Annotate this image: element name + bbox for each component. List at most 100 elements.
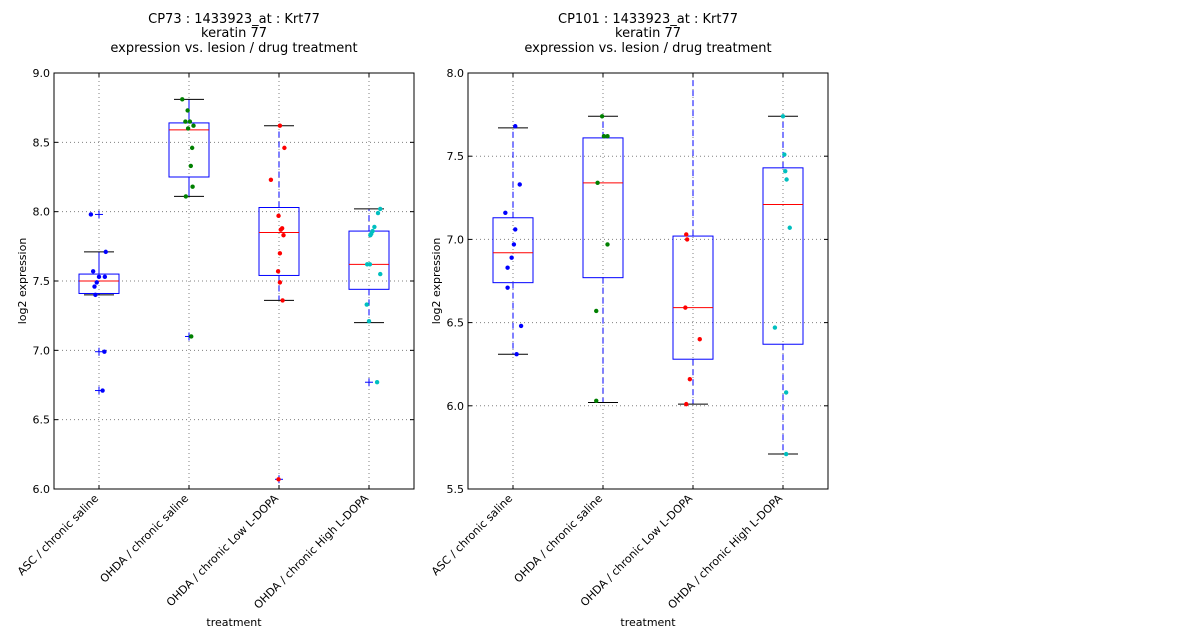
data-point bbox=[503, 210, 508, 215]
data-point bbox=[366, 319, 372, 324]
chart-cp101: CP101 : 1433923_at : Krt77 keratin 77 ex… bbox=[429, 12, 829, 629]
box-iqr bbox=[582, 137, 624, 279]
data-point bbox=[277, 251, 283, 256]
data-point bbox=[684, 232, 689, 237]
x-category-label: ASC / chronic saline bbox=[429, 492, 515, 578]
y-axis: 6.0 6.5 7.0 7.5 8.0 8.5 9.0 bbox=[33, 67, 414, 496]
data-point bbox=[281, 233, 286, 238]
data-point bbox=[275, 269, 281, 274]
data-point bbox=[183, 119, 188, 124]
x-category-label: ASC / chronic saline bbox=[15, 492, 101, 578]
y-tick-label: 5.5 bbox=[447, 483, 465, 496]
data-point bbox=[697, 337, 702, 342]
data-point bbox=[93, 292, 98, 298]
plot-frame bbox=[467, 72, 829, 490]
data-point bbox=[684, 237, 690, 242]
y-tick-label: 8.0 bbox=[447, 67, 465, 80]
data-point bbox=[605, 134, 610, 139]
data-point bbox=[782, 152, 787, 157]
data-point bbox=[513, 124, 518, 129]
data-point bbox=[374, 380, 380, 385]
data-point bbox=[378, 206, 383, 212]
data-point bbox=[189, 334, 194, 339]
data-point bbox=[378, 271, 383, 277]
plot-area bbox=[492, 73, 804, 457]
data-point bbox=[505, 265, 510, 270]
data-point bbox=[364, 302, 369, 307]
data-point bbox=[276, 213, 281, 219]
data-point bbox=[683, 305, 688, 310]
data-point bbox=[684, 401, 689, 407]
box-iqr bbox=[258, 207, 300, 276]
box-iqr bbox=[348, 230, 390, 290]
y-axis: 5.5 6.0 6.5 7.0 7.5 8.0 bbox=[447, 67, 828, 496]
box-iqr bbox=[78, 273, 120, 294]
plot-area bbox=[78, 97, 390, 484]
data-point bbox=[517, 182, 522, 187]
chart-title-line-3: expression vs. lesion / drug treatment bbox=[524, 41, 771, 56]
outlier-marker bbox=[365, 378, 373, 387]
x-axis-label: treatment bbox=[206, 616, 262, 629]
y-tick-label: 6.5 bbox=[33, 414, 51, 427]
outlier-marker bbox=[95, 347, 103, 356]
chart-title-line-3: expression vs. lesion / drug treatment bbox=[110, 41, 357, 56]
data-point bbox=[103, 249, 108, 255]
data-point bbox=[787, 225, 792, 230]
data-point bbox=[96, 274, 102, 280]
y-tick-label: 7.0 bbox=[447, 233, 465, 246]
y-tick-label: 6.5 bbox=[447, 317, 465, 330]
grid bbox=[468, 72, 828, 490]
x-axis-label: treatment bbox=[620, 616, 676, 629]
box-3 bbox=[672, 73, 714, 405]
data-point bbox=[372, 224, 377, 230]
data-point bbox=[365, 262, 370, 267]
data-point bbox=[185, 108, 190, 113]
x-category-label: OHDA / chronic saline bbox=[98, 492, 192, 586]
data-point bbox=[100, 388, 105, 393]
data-point bbox=[191, 123, 196, 128]
data-point bbox=[783, 168, 788, 174]
data-point bbox=[594, 308, 599, 314]
chart-title-line-1: CP73 : 1433923_at : Krt77 bbox=[148, 12, 320, 27]
data-point bbox=[509, 255, 514, 260]
y-axis-label: log2 expression bbox=[16, 238, 29, 325]
data-point bbox=[277, 123, 283, 128]
box-3 bbox=[258, 125, 300, 484]
box-1 bbox=[78, 210, 120, 395]
x-category-label: OHDA / chronic saline bbox=[512, 492, 606, 586]
data-point bbox=[511, 242, 517, 247]
y-tick-label: 7.5 bbox=[447, 150, 465, 163]
data-point bbox=[94, 280, 99, 285]
chart-title-line-2: keratin 77 bbox=[201, 26, 267, 41]
data-point bbox=[513, 227, 518, 232]
box-iqr bbox=[672, 235, 714, 360]
data-point bbox=[268, 177, 274, 182]
y-tick-label: 6.0 bbox=[33, 483, 51, 496]
data-point bbox=[595, 180, 600, 186]
data-point bbox=[687, 376, 693, 382]
data-point bbox=[601, 134, 607, 139]
y-tick-label: 8.0 bbox=[33, 206, 51, 219]
box-1 bbox=[492, 127, 534, 355]
data-point bbox=[514, 352, 519, 357]
y-tick-label: 8.5 bbox=[33, 136, 51, 149]
data-point bbox=[102, 349, 107, 354]
y-tick-label: 7.0 bbox=[33, 344, 51, 357]
data-point bbox=[605, 242, 610, 247]
data-point bbox=[180, 97, 185, 102]
chart-title-line-2: keratin 77 bbox=[615, 26, 681, 41]
chart-title-line-1: CP101 : 1433923_at : Krt77 bbox=[558, 12, 738, 27]
box-4 bbox=[762, 115, 804, 455]
data-point bbox=[594, 398, 599, 404]
data-point bbox=[783, 451, 789, 457]
data-point bbox=[599, 114, 605, 119]
data-point bbox=[90, 269, 96, 274]
data-point bbox=[368, 233, 373, 238]
data-point bbox=[276, 477, 281, 482]
box-iqr bbox=[762, 167, 804, 345]
chart-cp73: CP73 : 1433923_at : Krt77 keratin 77 exp… bbox=[15, 12, 415, 629]
y-tick-label: 9.0 bbox=[33, 67, 51, 80]
